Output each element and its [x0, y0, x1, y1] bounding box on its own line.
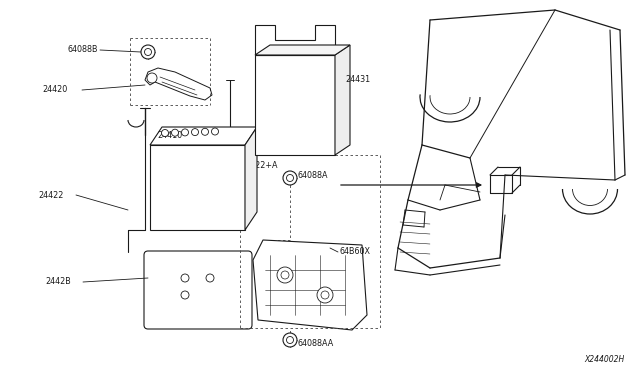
- Text: 24422+A: 24422+A: [240, 160, 278, 170]
- Text: 24420: 24420: [42, 86, 67, 94]
- Text: 24422: 24422: [38, 190, 63, 199]
- Circle shape: [287, 174, 294, 182]
- Circle shape: [181, 274, 189, 282]
- Circle shape: [181, 291, 189, 299]
- Circle shape: [283, 171, 297, 185]
- Circle shape: [147, 73, 157, 83]
- Text: 24431: 24431: [345, 76, 370, 84]
- Circle shape: [321, 291, 329, 299]
- Circle shape: [202, 128, 209, 135]
- Circle shape: [283, 333, 297, 347]
- Circle shape: [141, 45, 155, 59]
- FancyBboxPatch shape: [144, 251, 252, 329]
- Text: 64088B: 64088B: [68, 45, 99, 55]
- Text: 64088AA: 64088AA: [297, 339, 333, 347]
- Text: 64B60X: 64B60X: [340, 247, 371, 257]
- Polygon shape: [253, 240, 367, 330]
- Text: 64088A: 64088A: [297, 170, 328, 180]
- Circle shape: [145, 48, 152, 55]
- Text: X244002H: X244002H: [585, 356, 625, 365]
- Polygon shape: [255, 45, 350, 55]
- Circle shape: [172, 129, 179, 136]
- Circle shape: [211, 128, 218, 135]
- Polygon shape: [150, 127, 257, 145]
- Text: 24410: 24410: [157, 131, 182, 140]
- Bar: [150, 145, 245, 230]
- Circle shape: [161, 129, 168, 137]
- Circle shape: [281, 271, 289, 279]
- Circle shape: [287, 337, 294, 343]
- Circle shape: [277, 267, 293, 283]
- Text: 2442B: 2442B: [45, 278, 71, 286]
- Bar: [255, 55, 335, 155]
- Circle shape: [191, 129, 198, 136]
- Polygon shape: [255, 25, 335, 55]
- Polygon shape: [245, 127, 257, 230]
- Circle shape: [182, 129, 189, 136]
- Circle shape: [206, 274, 214, 282]
- Circle shape: [317, 287, 333, 303]
- Polygon shape: [335, 45, 350, 155]
